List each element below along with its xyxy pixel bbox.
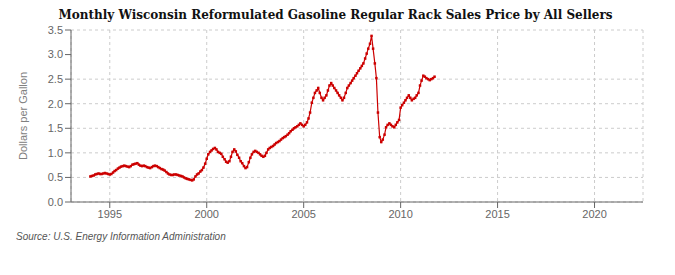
svg-text:1995: 1995 [98, 208, 122, 220]
svg-text:1.0: 1.0 [48, 147, 63, 159]
html-text:Monthly Wisconsin Reformulated: Monthly Wisconsin Reformulated Gasoline … [58, 8, 613, 22]
svg-text:2.0: 2.0 [48, 98, 63, 110]
svg-text:2020: 2020 [582, 208, 606, 220]
svg-text:1.5: 1.5 [48, 122, 63, 134]
svg-text:3.0: 3.0 [48, 48, 63, 60]
svg-text:2000: 2000 [194, 208, 218, 220]
svg-text:0.5: 0.5 [48, 171, 63, 183]
svg-text:2010: 2010 [388, 208, 412, 220]
svg-text:2015: 2015 [485, 208, 509, 220]
svg-text:0.0: 0.0 [48, 196, 63, 208]
svg-text:2.5: 2.5 [48, 73, 63, 85]
svg-text:3.5: 3.5 [48, 24, 63, 36]
svg-text:2005: 2005 [291, 208, 315, 220]
svg-text:Dollars per Gallon: Dollars per Gallon [17, 72, 29, 160]
html-text:Source: U.S. Energy Informatio: Source: U.S. Energy Information Administ… [16, 231, 226, 242]
